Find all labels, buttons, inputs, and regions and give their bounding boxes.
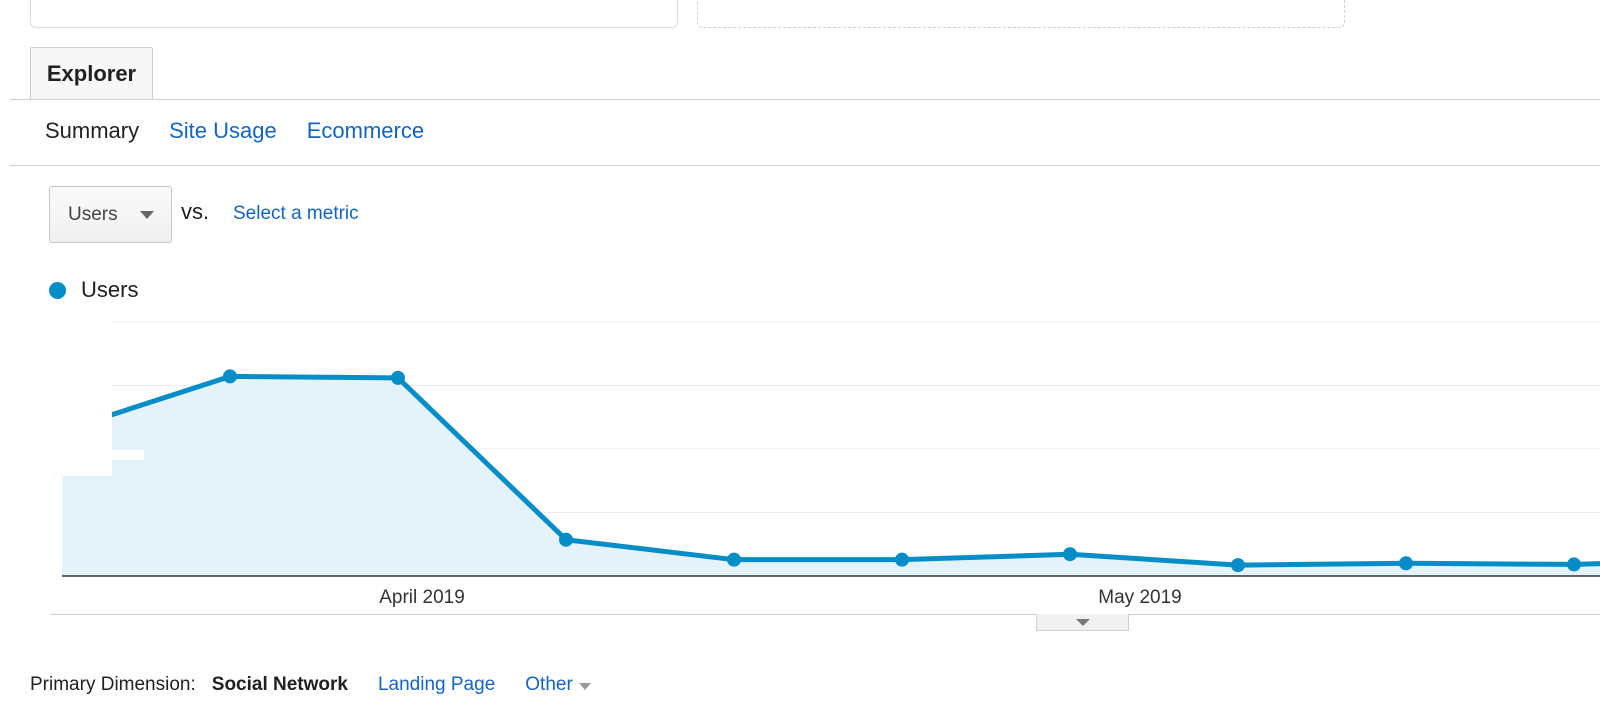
- dimension-other-dropdown[interactable]: Other: [525, 674, 591, 696]
- dimension-social-network: Social Network: [211, 674, 348, 695]
- chart-legend: Users: [49, 277, 138, 303]
- data-point: [1567, 557, 1581, 572]
- primary-dimension-label: Primary Dimension:: [30, 674, 196, 695]
- chevron-down-icon: [140, 211, 154, 219]
- data-point: [1231, 558, 1245, 573]
- legend-label-users: Users: [81, 277, 139, 302]
- legend-dot-icon: [49, 281, 66, 299]
- chevron-down-icon: [1075, 618, 1090, 626]
- metric-dropdown-value: Users: [68, 203, 118, 225]
- subnav-ecommerce[interactable]: Ecommerce: [306, 118, 425, 143]
- top-placeholder-card: [697, 0, 1345, 28]
- tab-divider: [10, 99, 1600, 100]
- data-point: [391, 370, 405, 385]
- data-point: [559, 532, 573, 547]
- primary-dimension-bar: Primary Dimension: Social Network Landin…: [30, 674, 591, 696]
- x-tick-label: May 2019: [1098, 587, 1181, 608]
- chart-collapse-handle[interactable]: [1036, 614, 1129, 631]
- explorer-subnav: Summary Site Usage Ecommerce: [45, 118, 424, 144]
- data-point: [727, 552, 741, 567]
- chart-left-mask: [36, 320, 112, 450]
- data-point: [223, 369, 237, 384]
- users-line-chart: April 2019 May 2019: [36, 320, 1600, 608]
- chart-left-mask-3: [62, 460, 112, 476]
- chevron-down-icon: [578, 682, 591, 690]
- metric-dropdown[interactable]: Users: [49, 186, 172, 243]
- chart-left-mask-2: [36, 450, 144, 460]
- dimension-other-label: Other: [525, 674, 573, 695]
- data-point: [895, 552, 909, 567]
- dimension-landing-page[interactable]: Landing Page: [377, 674, 496, 695]
- data-point: [1399, 556, 1413, 571]
- select-metric-link[interactable]: Select a metric: [233, 203, 359, 224]
- area-fill: [62, 376, 1600, 576]
- vs-label: vs.: [181, 199, 210, 224]
- subnav-divider: [10, 165, 1600, 166]
- subnav-site-usage[interactable]: Site Usage: [169, 118, 277, 143]
- subnav-summary[interactable]: Summary: [45, 118, 140, 143]
- x-tick-label: April 2019: [379, 587, 465, 608]
- data-point: [1063, 547, 1077, 562]
- tab-explorer[interactable]: Explorer: [30, 47, 153, 99]
- top-summary-card: [30, 0, 678, 28]
- chart-bottom-rule: [50, 614, 1600, 615]
